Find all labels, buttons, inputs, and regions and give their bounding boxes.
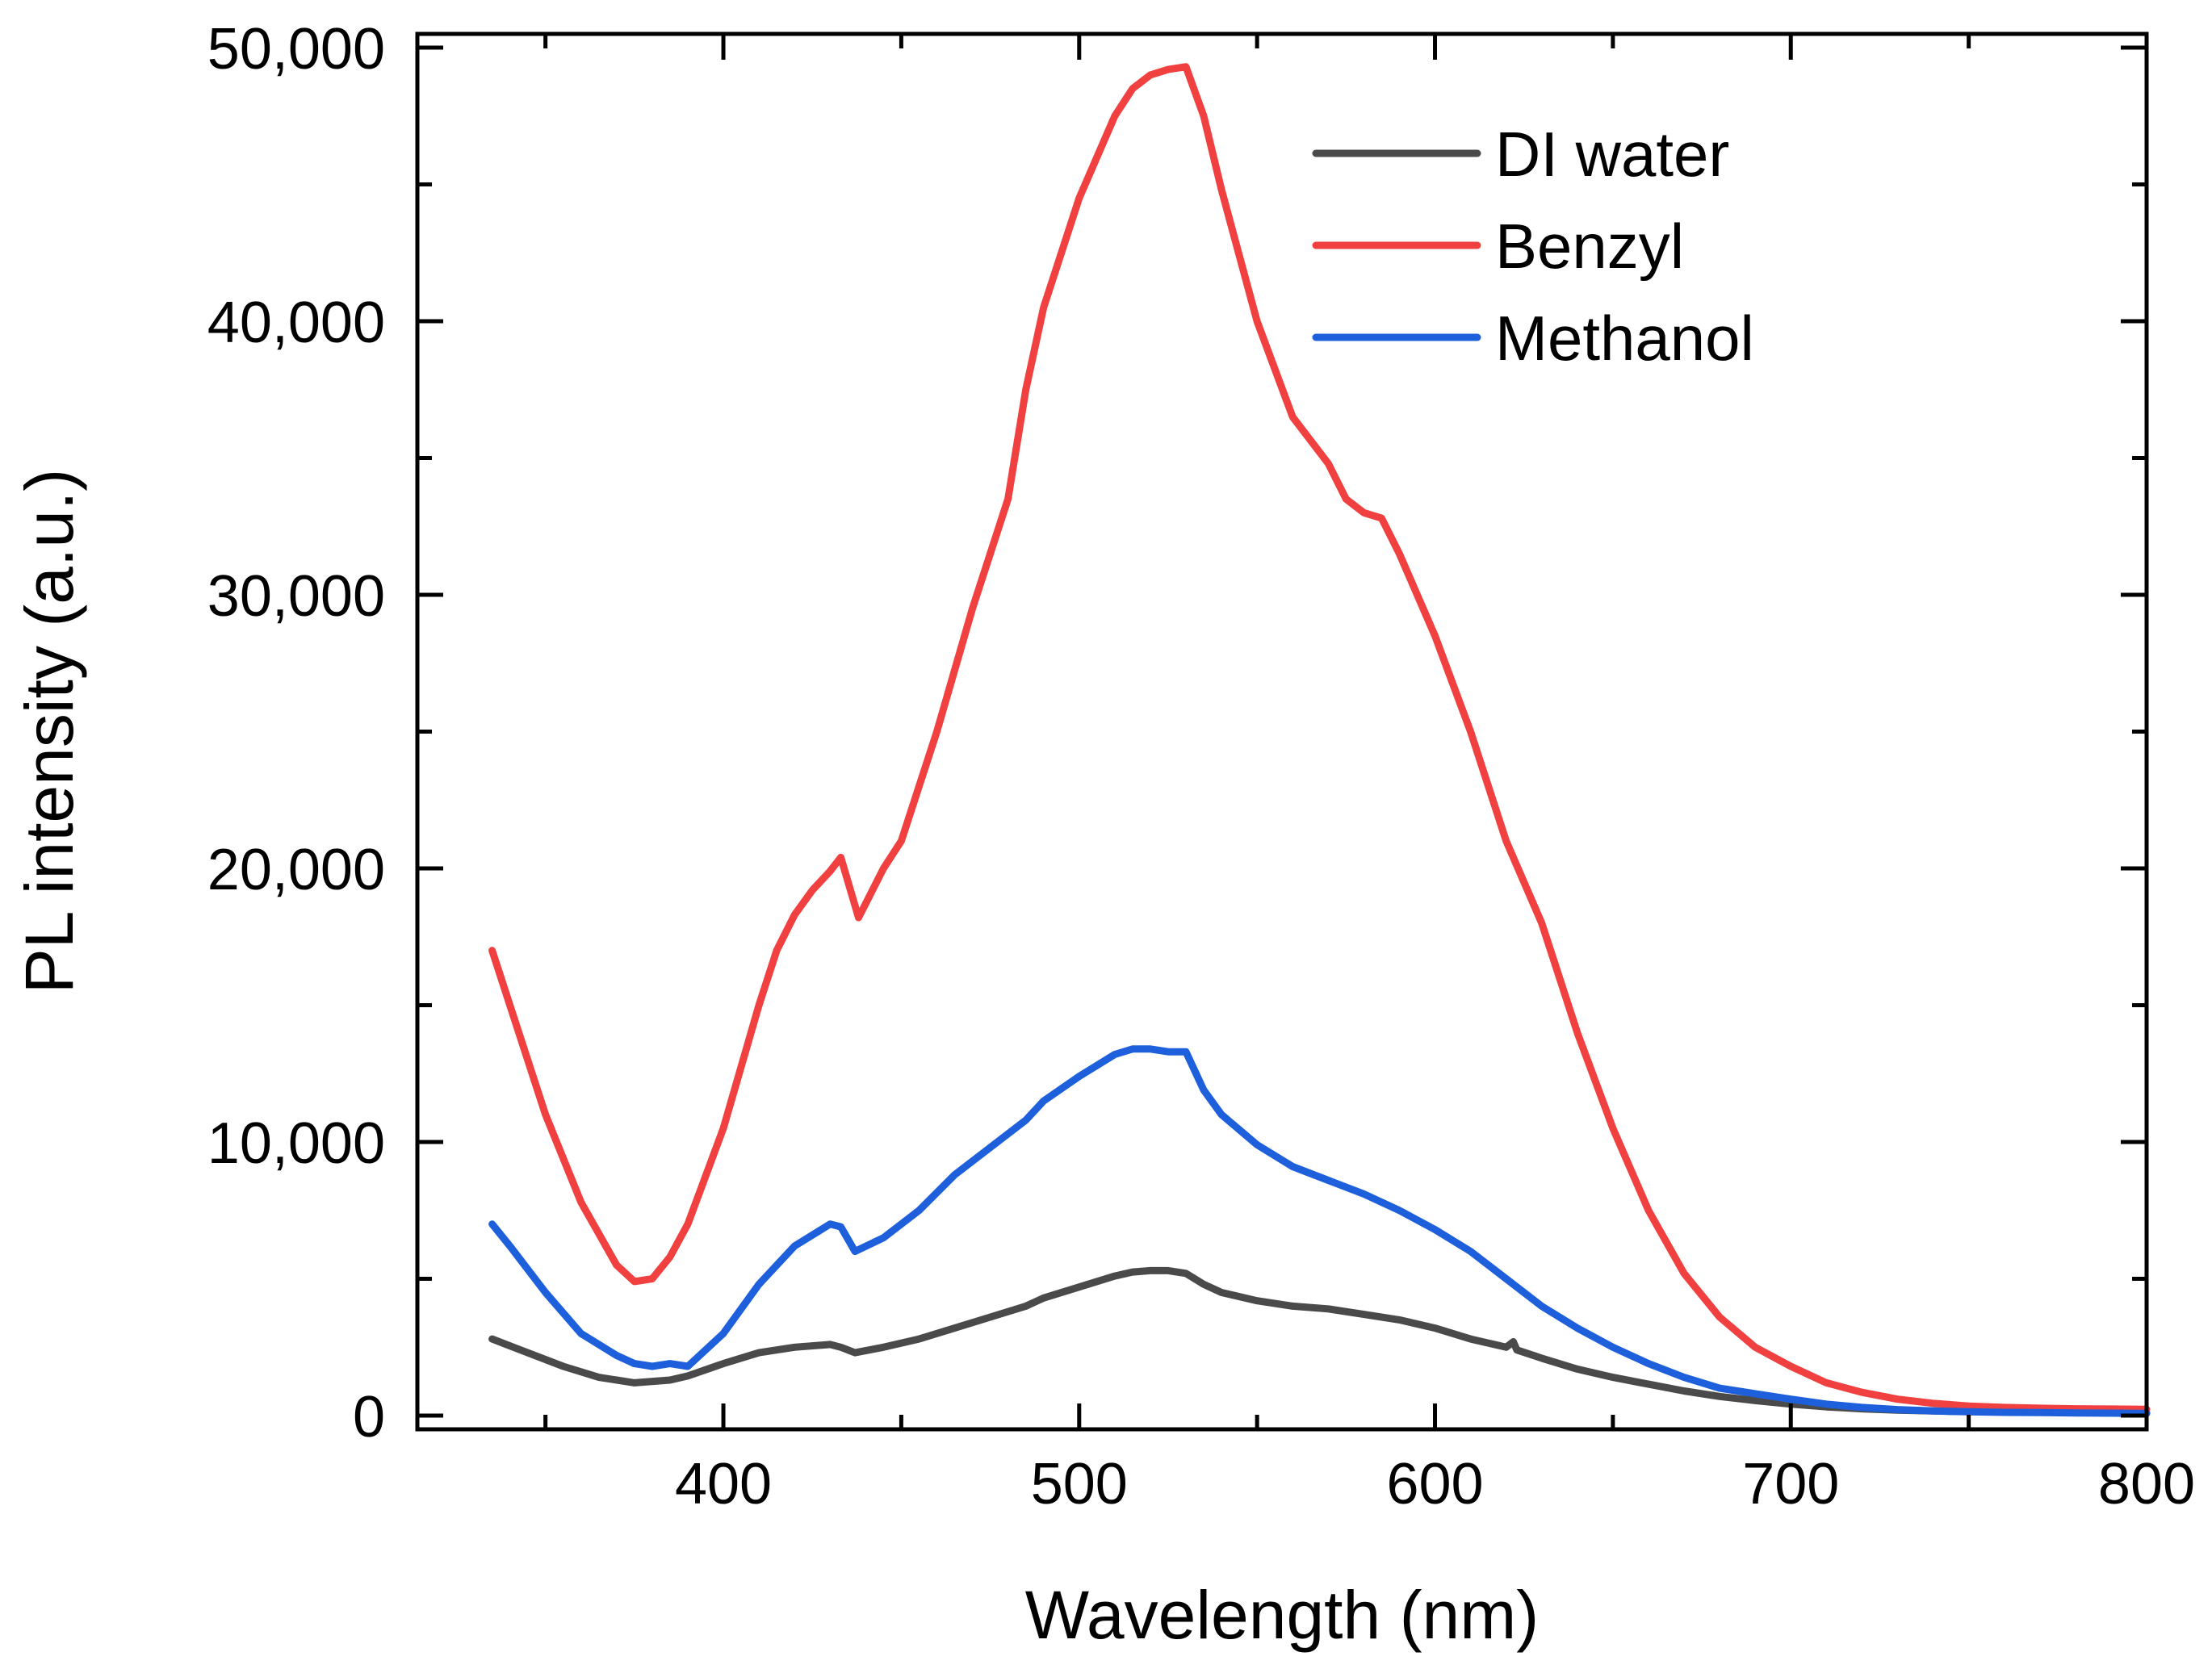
x-tick-label: 600 <box>1386 1452 1483 1516</box>
y-tick-label: 0 <box>353 1385 385 1449</box>
series-line-methanol <box>488 1045 2151 1417</box>
series-layer <box>488 63 2151 1417</box>
y-tick-label: 30,000 <box>207 564 385 629</box>
x-tick-label: 500 <box>1031 1452 1128 1516</box>
y-tick-label: 40,000 <box>207 291 385 355</box>
legend-label-methanol: Methanol <box>1495 303 1754 374</box>
x-tick-label: 400 <box>675 1452 772 1516</box>
legend-label-benzyl: Benzyl <box>1495 211 1684 282</box>
y-tick-label: 10,000 <box>207 1111 385 1176</box>
legend: DI water Benzyl Methanol <box>1312 119 1754 374</box>
x-tick-label: 700 <box>1742 1452 1839 1516</box>
legend-label-di-water: DI water <box>1495 119 1729 190</box>
labels-layer: 400 500 600 700 800 0 10,000 20,000 30,000 40,000… <box>207 17 2195 1516</box>
ticks-layer <box>417 34 2149 1429</box>
y-tick-label: 50,000 <box>207 17 385 82</box>
plot-frame <box>415 31 2149 1432</box>
series-line-di-water <box>488 1266 2151 1417</box>
series-line-benzyl <box>488 63 2151 1413</box>
x-tick-label: 800 <box>2098 1452 2195 1516</box>
y-tick-label: 20,000 <box>207 838 385 902</box>
x-axis-title: Wavelength (nm) <box>1025 1577 1539 1653</box>
y-axis-title: PL intensity (a.u.) <box>11 469 87 994</box>
